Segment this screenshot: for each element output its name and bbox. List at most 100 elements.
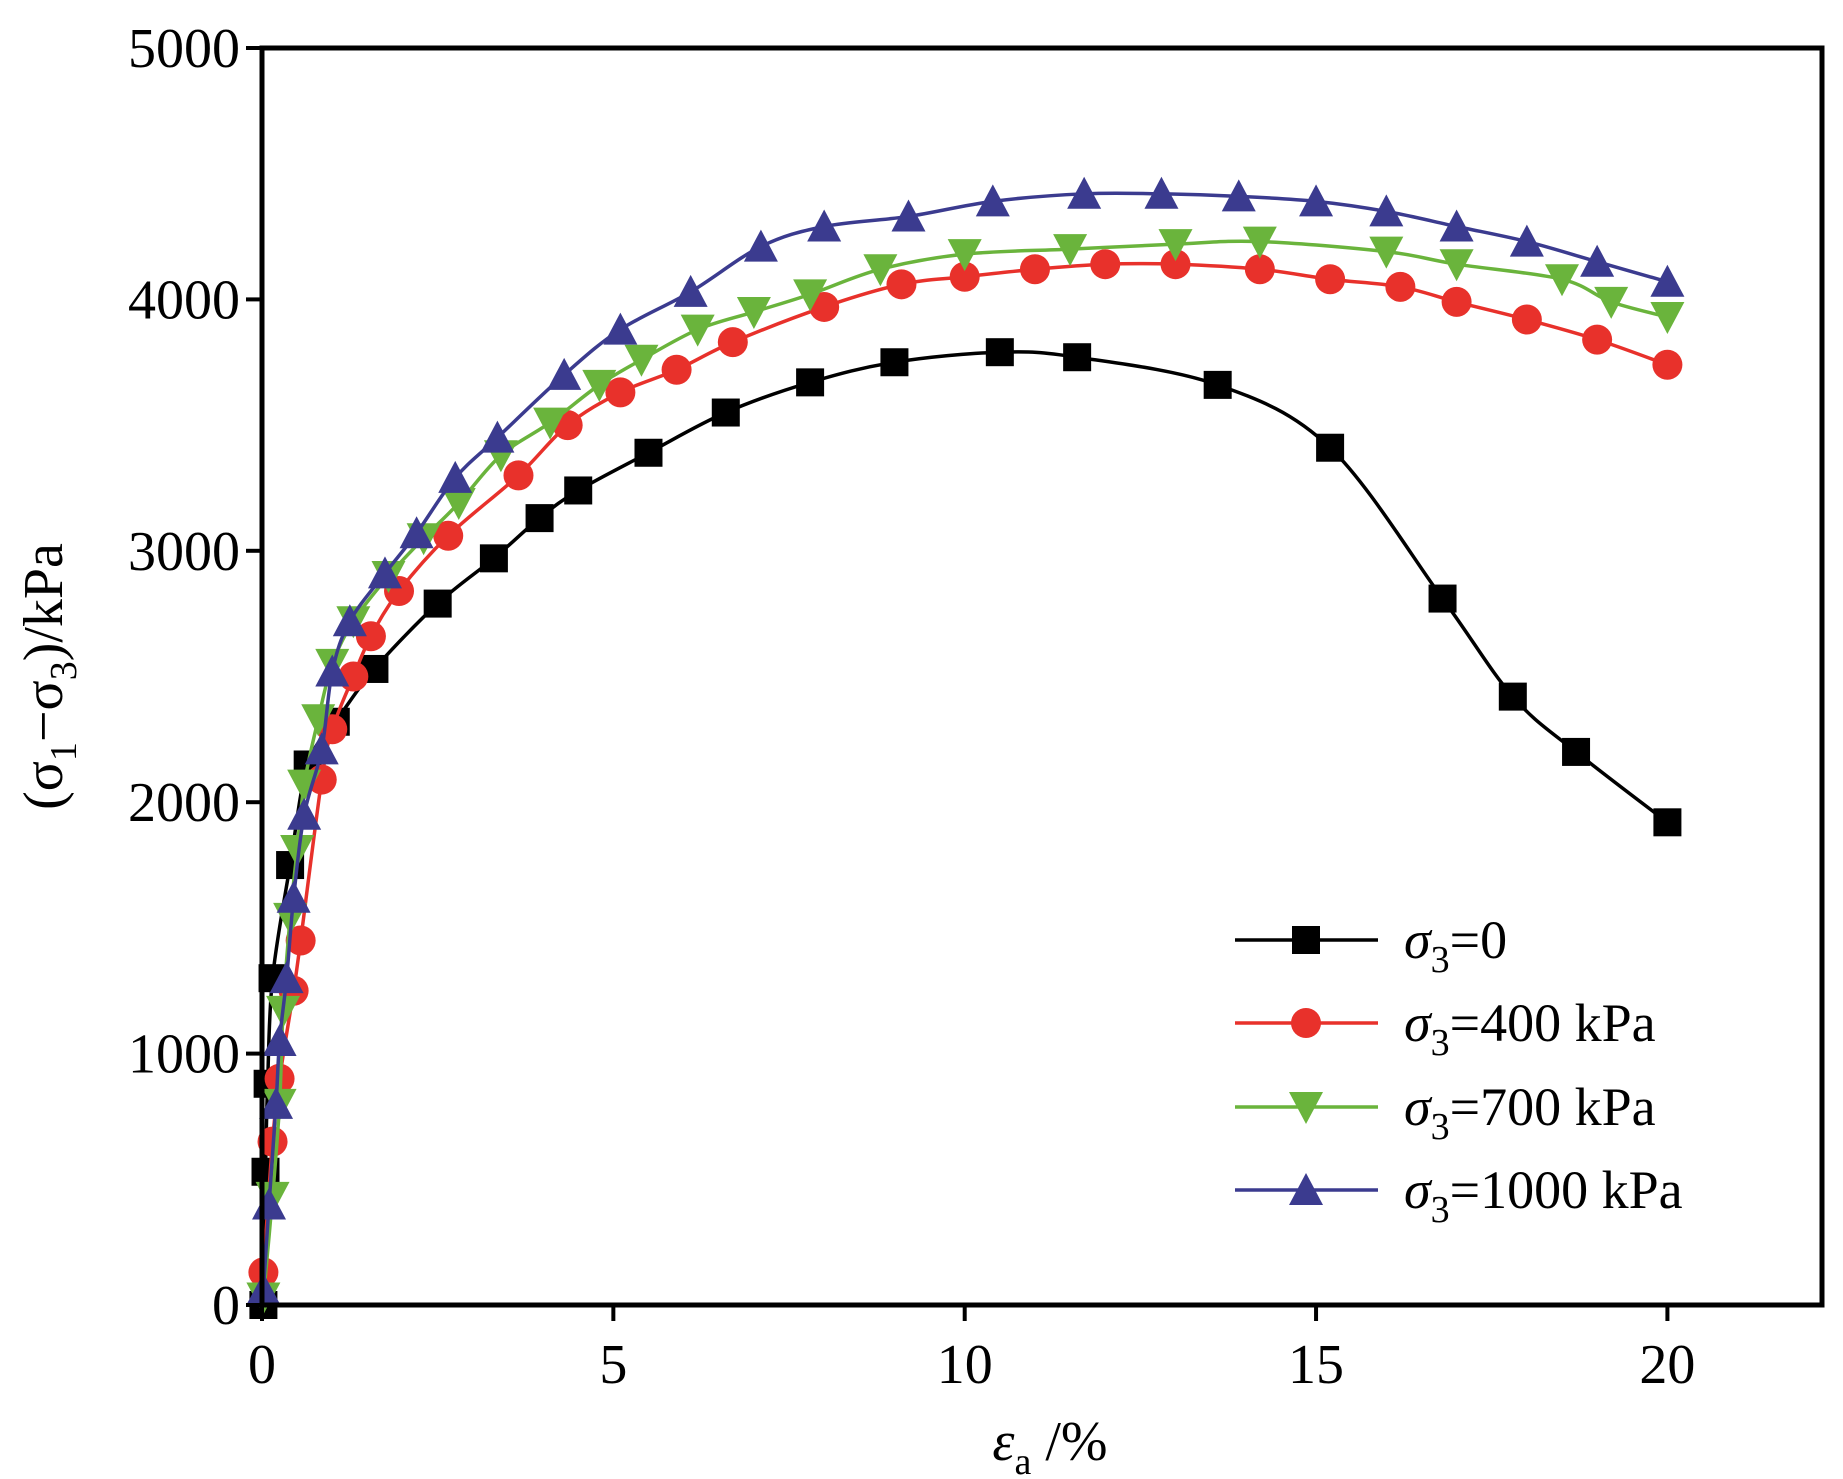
data-point [949,261,980,292]
x-axis-label-unit: /% [1031,1411,1107,1473]
data-point [743,229,778,262]
data-point [1428,584,1457,613]
data-point [661,354,692,385]
data-point [624,344,659,377]
data-point [1315,264,1346,295]
legend-marker [1291,1008,1321,1038]
legend-symbol: σ [1404,993,1433,1053]
series-line [261,239,1668,1298]
legend-item-0: σ3=0 [1235,910,1507,981]
legend-label: σ3=400 kPa [1404,993,1656,1064]
data-point [1582,324,1613,355]
data-point [796,368,825,397]
y-axis-label-part: 1 [43,742,85,761]
data-point [1439,249,1474,282]
data-point [736,296,771,329]
data-point [711,398,740,427]
data-point [793,279,828,312]
data-point [947,239,982,272]
y-tick-label: 3000 [128,521,240,583]
data-point [503,460,534,491]
data-point [479,544,508,573]
data-point [423,589,452,618]
legend-marker [1289,1092,1323,1124]
data-point [891,199,926,232]
legend-symbol: σ [1404,1160,1433,1220]
y-tick-label: 4000 [128,269,240,331]
data-point [441,488,476,521]
data-point [582,369,617,402]
data-point [1509,224,1544,257]
data-point [807,209,842,242]
legend-item-2: σ3=700 kPa [1235,1077,1656,1148]
data-point [634,438,663,467]
data-point [1511,304,1542,335]
data-point [525,504,554,533]
data-point [564,476,593,505]
x-tick-label: 5 [599,1334,627,1396]
data-point [1063,343,1092,372]
data-point [985,338,1014,367]
data-point [880,348,909,377]
y-axis-label-part: (σ [13,761,75,810]
data-point [1441,286,1472,317]
data-point [1019,254,1050,285]
data-point [287,797,322,830]
data-point [1439,209,1474,242]
series-2 [246,226,1685,1315]
data-point [975,184,1010,217]
legend-label: σ3=1000 kPa [1404,1160,1683,1231]
legend-marker [1292,926,1320,954]
data-point [886,269,917,300]
x-tick-label: 15 [1288,1334,1344,1396]
legend-label: σ3=0 [1404,910,1507,981]
data-point [547,357,582,390]
y-axis-label-part: 3 [43,661,85,680]
data-point [1652,349,1683,380]
y-tick-label: 1000 [128,1024,240,1086]
legend-label: σ3=700 kPa [1404,1077,1656,1148]
legend-value: =1000 kPa [1450,1160,1683,1220]
data-point [1653,808,1682,837]
data-point [399,516,434,549]
legend-value: =700 kPa [1450,1077,1656,1137]
plot-frame [259,45,1825,1308]
data-point [1160,249,1191,280]
data-point [438,460,473,493]
data-point [1385,271,1416,302]
y-axis-label-part: )/kPa [13,543,75,661]
data-point [315,654,350,687]
data-point [1221,179,1256,212]
data-point [332,604,367,637]
legend-symbol: σ [1404,1077,1433,1137]
data-point [259,1086,294,1119]
y-tick-label: 5000 [128,18,240,80]
data-point [304,732,339,765]
x-tick-label: 20 [1639,1334,1695,1396]
data-point [1203,370,1232,399]
series-3 [246,176,1685,1305]
data-point [605,377,636,408]
data-point [1090,249,1121,280]
data-point [673,274,708,307]
data-point [1244,254,1275,285]
data-point [1650,301,1685,334]
x-axis-label-symbol: ε [992,1411,1015,1473]
data-point [863,254,898,287]
data-point [1545,264,1579,297]
data-point [1067,176,1102,209]
data-point [480,420,515,453]
y-axis-label: (σ1−σ3)/kPa [13,543,85,810]
y-tick-label: 2000 [128,772,240,834]
x-tick-label: 0 [248,1334,276,1396]
data-point [276,880,311,913]
legend-subscript: 3 [1431,1022,1450,1064]
data-point [1316,433,1345,462]
data-point [680,314,715,347]
data-point [355,621,386,652]
legend-subscript: 3 [1431,1189,1450,1231]
data-point [809,291,840,322]
data-point [603,312,638,345]
